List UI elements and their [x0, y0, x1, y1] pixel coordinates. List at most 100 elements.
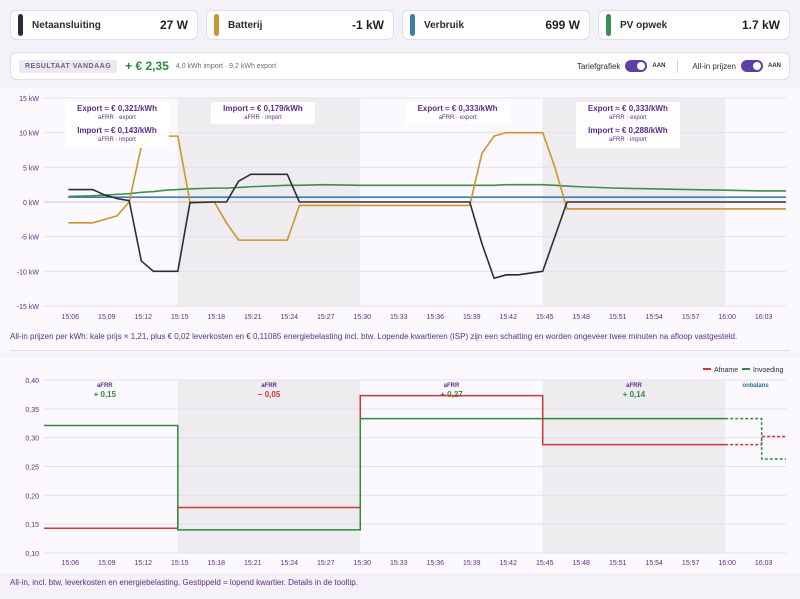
x-tick-label: 15:24 — [281, 314, 299, 321]
price-step-invoeding — [44, 417, 726, 531]
quarter-label: aFRR — [261, 383, 277, 389]
x-tick-label: 15:45 — [536, 560, 554, 567]
x-tick-label: 15:42 — [499, 560, 517, 567]
x-tick-label: 15:33 — [390, 560, 408, 567]
toggle-separator — [677, 59, 679, 73]
annotation-sub: aFRR · export — [609, 115, 647, 121]
card-pv-opwek[interactable]: PV opwek 1.7 kW — [598, 10, 790, 40]
card-value: -1 kW — [351, 18, 384, 32]
y-tick-label: 0,15 — [25, 522, 39, 529]
result-amount: + € 2,35 — [125, 59, 169, 73]
quarter-value: − 0,05 — [258, 390, 281, 399]
x-tick-label: 15:39 — [463, 314, 481, 321]
x-tick-label: 16:03 — [755, 314, 773, 321]
annotation-title: Export ≈ € 0,333/kWh — [418, 104, 498, 113]
annotation-box — [575, 102, 680, 148]
annotation-sub-2: aFRR · import — [609, 137, 647, 143]
x-tick-label: 15:09 — [98, 560, 116, 567]
power-chart[interactable]: 15 kW 10 kW 5 kW 0 kW -5 kW -10 kW -15 kW 15:06… — [0, 88, 800, 353]
card-label: PV opwek — [620, 19, 668, 31]
quarter-label: aFRR — [444, 383, 460, 389]
batterij-color-bar — [214, 14, 219, 36]
card-value: 699 W — [545, 18, 580, 32]
x-tick-label: 16:00 — [718, 314, 736, 321]
y-tick-label: -15 kW — [17, 304, 40, 311]
toggle-state: AAN — [652, 63, 666, 69]
x-tick-label: 15:18 — [208, 560, 226, 567]
x-tick-label: 15:45 — [536, 314, 554, 321]
y-tick-label: 0,20 — [25, 493, 39, 500]
annotation-sub: aFRR · export — [439, 115, 477, 121]
toggle-label: All-in prijzen — [692, 61, 736, 71]
y-tick-label: 15 kW — [19, 96, 39, 103]
x-tick-label: 15:12 — [135, 560, 153, 567]
x-tick-label: 15:21 — [244, 314, 262, 321]
quarter-label: aFRR — [97, 383, 113, 389]
card-value: 1.7 kW — [741, 18, 780, 32]
x-tick-label: 15:39 — [463, 560, 481, 567]
series-line-pv-opwek — [68, 183, 786, 198]
quarter-label: aFRR — [626, 383, 642, 389]
annotation-sub: aFRR · export — [98, 115, 136, 121]
card-netaansluiting[interactable]: Netaansluiting 27 W — [10, 10, 198, 40]
y-tick-label: -5 kW — [21, 235, 40, 242]
card-label: Netaansluiting — [32, 19, 101, 31]
tariff-chart-toggle[interactable]: Tariefgrafiek AAN — [576, 60, 666, 72]
x-tick-label: 15:06 — [62, 314, 80, 321]
y-tick-label: 0,10 — [25, 551, 39, 558]
x-tick-label: 15:48 — [572, 560, 590, 567]
card-label: Batterij — [228, 19, 263, 31]
quarter-value: + 0,27 — [440, 390, 463, 399]
result-badge: RESULTAAT VANDAAG — [19, 59, 118, 73]
y-tick-label: 10 kW — [19, 131, 39, 138]
x-tick-label: 15:42 — [499, 314, 517, 321]
tariff-chart-switch[interactable] — [625, 60, 648, 72]
y-tick-label: 0 kW — [23, 200, 39, 207]
x-tick-label: 15:51 — [609, 314, 627, 321]
price-chart[interactable]: 0,40 0,35 0,30 0,25 0,20 0,15 0,10 15:06 15:09 15… — [0, 358, 800, 573]
annotation-title: Export ≈ € 0,321/kWh — [77, 104, 157, 113]
quarter-label: onbalans — [742, 383, 769, 389]
x-tick-label: 15:36 — [426, 314, 444, 321]
all-in-prices-switch[interactable] — [741, 60, 763, 72]
y-tick-label: 5 kW — [23, 165, 39, 172]
annotation-title-2: Import ≈ € 0,143/kWh — [77, 126, 157, 135]
x-tick-label: 15:54 — [645, 314, 663, 321]
toggle-state: AAN — [768, 63, 781, 69]
x-tick-label: 15:27 — [317, 314, 335, 321]
x-tick-label: 15:54 — [645, 560, 663, 567]
card-verbruik[interactable]: Verbruik 699 W — [402, 10, 590, 40]
all-in-prices-toggle[interactable]: All-in prijzen AAN — [692, 60, 781, 72]
x-tick-label: 15:57 — [682, 560, 700, 567]
x-tick-label: 15:15 — [171, 314, 189, 321]
panel-divider — [10, 350, 790, 351]
toggle-label: Tariefgrafiek — [576, 61, 621, 71]
x-tick-label: 16:00 — [718, 560, 736, 567]
card-batterij[interactable]: Batterij -1 kW — [206, 10, 394, 40]
legend-label-afname: Afname — [714, 367, 738, 374]
result-detail: 4,0 kWh import · 9,2 kWh export — [175, 62, 277, 70]
legend-label-invoeding: Invoeding — [753, 367, 783, 374]
x-tick-label: 15:06 — [62, 560, 80, 567]
y-tick-label: 0,30 — [25, 436, 39, 443]
x-tick-label: 15:36 — [426, 560, 444, 567]
y-tick-label: 0,35 — [25, 407, 39, 414]
annotation-title-2: Import ≈ € 0,288/kWh — [588, 126, 668, 135]
x-tick-label: 15:33 — [390, 314, 408, 321]
annotation-title: Export ≈ € 0,333/kWh — [588, 104, 668, 113]
y-tick-label: -10 kW — [17, 269, 40, 276]
x-tick-label: 15:48 — [572, 314, 590, 321]
power-chart-note: All-in prijzen per kWh: kale prijs × 1,2… — [10, 332, 738, 341]
annotation-title: Import ≈ € 0,179/kWh — [223, 104, 303, 113]
power-chart-panel: 15 kW 10 kW 5 kW 0 kW -5 kW -10 kW -15 kW 15:06… — [0, 88, 800, 353]
series-line-netaansluiting — [68, 173, 786, 280]
x-tick-label: 15:30 — [353, 560, 371, 567]
verbruik-color-bar — [410, 14, 415, 36]
x-tick-label: 15:51 — [609, 560, 627, 567]
x-tick-label: 15:57 — [682, 314, 700, 321]
x-tick-label: 15:15 — [171, 560, 189, 567]
x-tick-label: 15:18 — [208, 314, 226, 321]
card-value: 27 W — [159, 18, 188, 32]
netaansluiting-color-bar — [18, 14, 23, 36]
pv-color-bar — [606, 14, 611, 36]
